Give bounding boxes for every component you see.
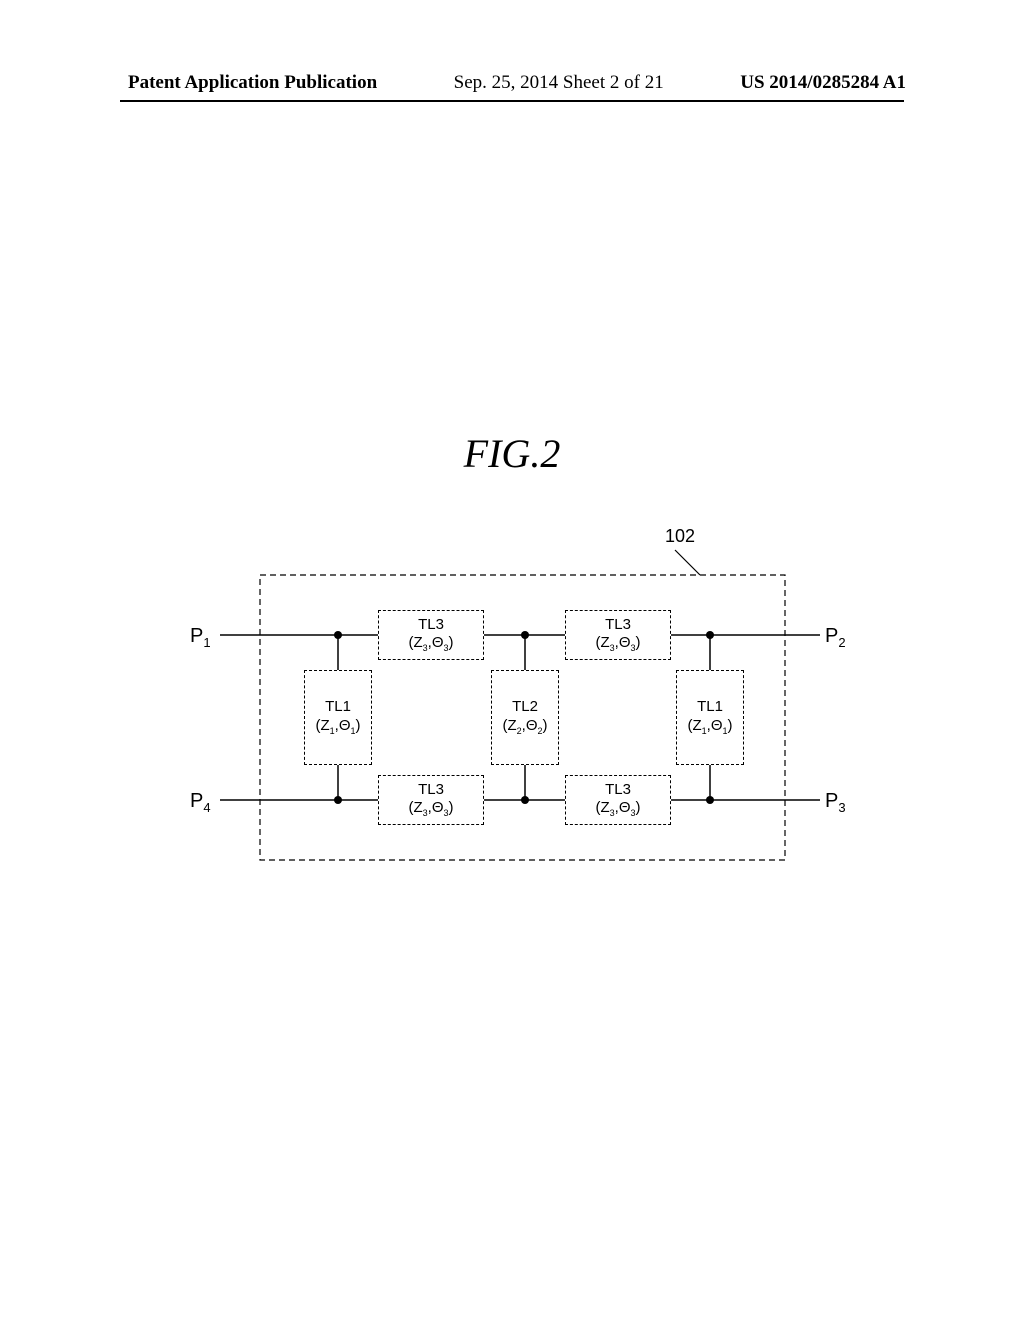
tl1-z-sub: 1 bbox=[330, 726, 335, 736]
tl3-theta-sub: 3 bbox=[444, 808, 449, 818]
tl3-theta-sub: 3 bbox=[444, 643, 449, 653]
tl3-block-top-right: TL3 (Z3,Θ3) bbox=[565, 610, 671, 660]
tl1-z-sub: 1 bbox=[702, 726, 707, 736]
tl2-z: Z bbox=[507, 717, 516, 734]
tl2-theta: Θ bbox=[526, 717, 538, 734]
port-p3-label: P3 bbox=[825, 790, 846, 815]
tl3-block-bottom-right: TL3 (Z3,Θ3) bbox=[565, 775, 671, 825]
port-p1-label: P1 bbox=[190, 625, 211, 650]
tl3-z-sub: 3 bbox=[610, 808, 615, 818]
tl1-z: Z bbox=[320, 717, 329, 734]
port-p2-sub: 2 bbox=[838, 635, 845, 650]
header-mid: Sep. 25, 2014 Sheet 2 of 21 bbox=[454, 72, 664, 94]
port-p4-letter: P bbox=[190, 790, 203, 812]
header-right: US 2014/0285284 A1 bbox=[740, 72, 906, 94]
tl3-name: TL3 bbox=[418, 616, 444, 633]
reference-number: 102 bbox=[665, 526, 695, 547]
tl3-theta-sub: 3 bbox=[631, 643, 636, 653]
tl3-theta: Θ bbox=[432, 799, 444, 816]
tl1-name: TL1 bbox=[325, 698, 351, 715]
tl2-block-middle: TL2 (Z2,Θ2) bbox=[491, 670, 559, 765]
page-header: Patent Application Publication Sep. 25, … bbox=[0, 72, 1024, 94]
tl2-z-sub: 2 bbox=[517, 726, 522, 736]
tl1-block-left: TL1 (Z1,Θ1) bbox=[304, 670, 372, 765]
circuit-diagram: 102 P1 P2 P3 P4 TL3 (Z3,Θ3) TL3 (Z3,Θ3) … bbox=[180, 540, 844, 880]
tl3-z: Z bbox=[413, 799, 422, 816]
tl2-name: TL2 bbox=[512, 698, 538, 715]
header-left: Patent Application Publication bbox=[128, 72, 377, 94]
tl1-name: TL1 bbox=[697, 698, 723, 715]
tl3-name: TL3 bbox=[605, 781, 631, 798]
tl3-z: Z bbox=[413, 634, 422, 651]
tl3-z-sub: 3 bbox=[423, 808, 428, 818]
tl1-theta: Θ bbox=[339, 717, 351, 734]
tl1-theta-sub: 1 bbox=[351, 726, 356, 736]
tl3-z: Z bbox=[600, 799, 609, 816]
tl3-block-bottom-left: TL3 (Z3,Θ3) bbox=[378, 775, 484, 825]
tl2-theta-sub: 2 bbox=[538, 726, 543, 736]
port-p4-sub: 4 bbox=[203, 800, 210, 815]
port-p2-letter: P bbox=[825, 625, 838, 647]
port-p1-sub: 1 bbox=[203, 635, 210, 650]
tl3-theta-sub: 3 bbox=[631, 808, 636, 818]
port-p3-letter: P bbox=[825, 790, 838, 812]
tl3-theta: Θ bbox=[432, 634, 444, 651]
tl3-z-sub: 3 bbox=[423, 643, 428, 653]
tl1-theta-sub: 1 bbox=[723, 726, 728, 736]
tl3-theta: Θ bbox=[619, 799, 631, 816]
port-p2-label: P2 bbox=[825, 625, 846, 650]
tl1-z: Z bbox=[692, 717, 701, 734]
port-p1-letter: P bbox=[190, 625, 203, 647]
header-rule bbox=[120, 100, 904, 102]
tl3-z-sub: 3 bbox=[610, 643, 615, 653]
port-p3-sub: 3 bbox=[838, 800, 845, 815]
tl3-block-top-left: TL3 (Z3,Θ3) bbox=[378, 610, 484, 660]
port-p4-label: P4 bbox=[190, 790, 211, 815]
tl1-theta: Θ bbox=[711, 717, 723, 734]
tl3-theta: Θ bbox=[619, 634, 631, 651]
tl3-name: TL3 bbox=[605, 616, 631, 633]
tl3-z: Z bbox=[600, 634, 609, 651]
tl1-block-right: TL1 (Z1,Θ1) bbox=[676, 670, 744, 765]
tl3-name: TL3 bbox=[418, 781, 444, 798]
figure-title: FIG.2 bbox=[0, 430, 1024, 477]
